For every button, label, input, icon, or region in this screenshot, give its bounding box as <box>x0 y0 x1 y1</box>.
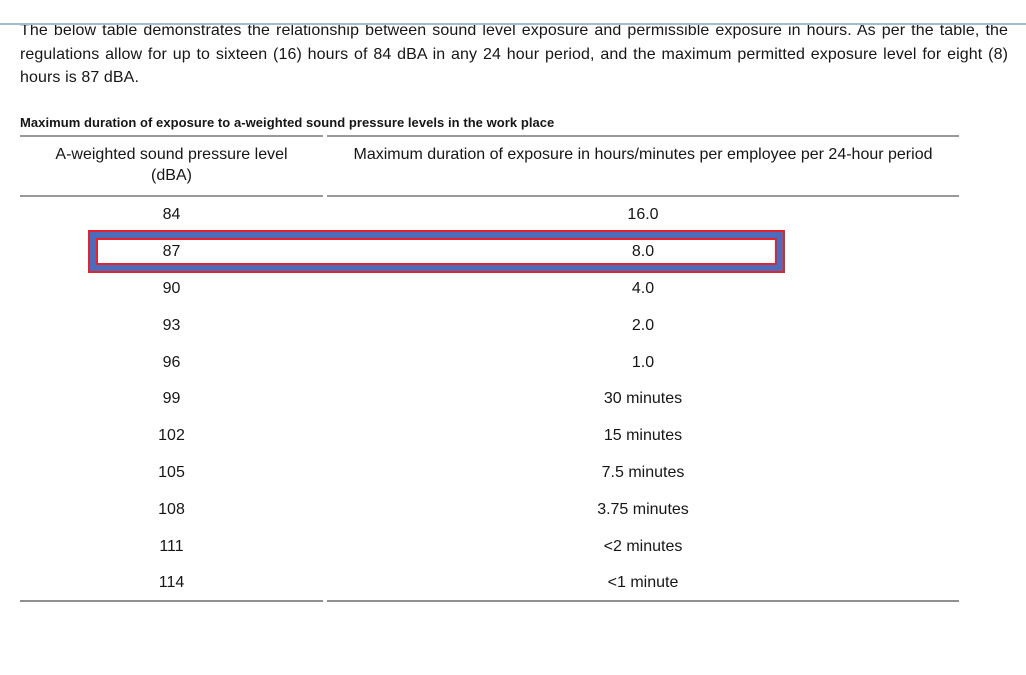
duration-cell: <1 minute <box>327 565 959 603</box>
exposure-table: A-weighted sound pressure level (dBA) Ma… <box>20 134 959 603</box>
column-header-duration-label: Maximum duration of exposure in hours/mi… <box>353 145 933 163</box>
table-caption: Maximum duration of exposure to a-weight… <box>20 114 555 130</box>
column-header-sound-level-label: A-weighted sound pressure level (dBA) <box>55 145 288 184</box>
duration-cell: 2.0 <box>631 316 655 334</box>
table-row: 105 7.5 minutes <box>20 455 959 492</box>
sound-level-cell: 87 <box>162 242 181 260</box>
duration-cell: 7.5 minutes <box>601 464 685 482</box>
sound-level-cell: 84 <box>162 205 181 223</box>
table-row: 87 8.0 <box>20 230 959 274</box>
table-row: 108 3.75 minutes <box>20 492 959 529</box>
duration-cell: 1.0 <box>631 353 655 371</box>
duration-cell: 8.0 <box>631 242 655 260</box>
table-body: 84 16.0 87 8.0 90 4.0 93 2.0 96 1.0 99 30 minutes 10… <box>20 197 959 603</box>
table-header-row: A-weighted sound pressure level (dBA) Ma… <box>20 134 959 197</box>
sound-level-cell: 114 <box>20 565 323 603</box>
table-row: 96 1.0 <box>20 344 959 381</box>
top-divider-line <box>0 23 1026 25</box>
sound-level-cell: 93 <box>162 316 181 334</box>
intro-paragraph: The below table demonstrates the relatio… <box>20 22 1008 86</box>
sound-level-cell: 102 <box>158 427 185 445</box>
table-row: 114 <1 minute <box>20 565 959 603</box>
duration-cell: 30 minutes <box>603 390 683 408</box>
table-row: 93 2.0 <box>20 307 959 344</box>
duration-cell: 15 minutes <box>603 427 683 445</box>
sound-level-cell: 105 <box>158 464 185 482</box>
sound-level-cell: 108 <box>158 501 185 519</box>
table-row: 90 4.0 <box>20 270 959 307</box>
table-row: 111 <2 minutes <box>20 529 959 566</box>
duration-cell: 3.75 minutes <box>597 501 689 519</box>
column-header-duration: Maximum duration of exposure in hours/mi… <box>327 134 959 197</box>
table-row: 99 30 minutes <box>20 381 959 418</box>
table-row: 102 15 minutes <box>20 418 959 455</box>
sound-level-cell: 90 <box>162 279 181 297</box>
sound-level-cell: 111 <box>159 537 184 555</box>
table-row: 84 16.0 <box>20 197 959 234</box>
column-header-sound-level: A-weighted sound pressure level (dBA) <box>20 134 323 197</box>
duration-cell: 4.0 <box>631 279 655 297</box>
sound-level-cell: 96 <box>162 353 181 371</box>
duration-cell: <2 minutes <box>603 537 683 555</box>
sound-level-cell: 99 <box>162 390 181 408</box>
duration-cell: 16.0 <box>627 205 659 223</box>
